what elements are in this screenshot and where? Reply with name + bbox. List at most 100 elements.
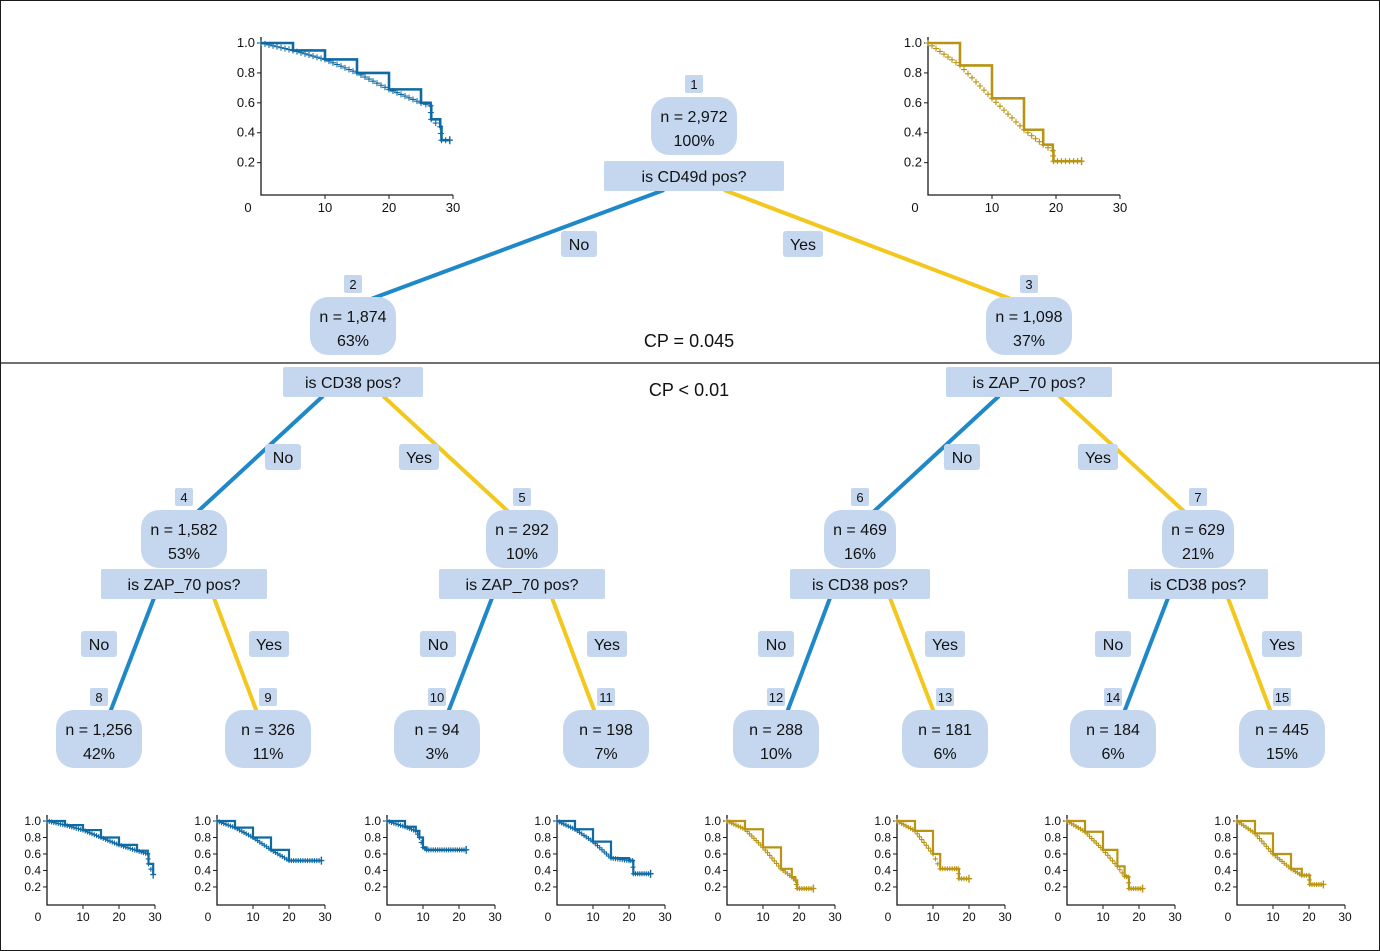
no-label-box-4-8 — [81, 631, 117, 657]
km-ytick-label: 1.0 — [874, 814, 891, 828]
km-censor-mark — [756, 840, 761, 846]
km-censor-mark — [630, 864, 636, 870]
km-censor-mark — [961, 66, 967, 73]
node-11: 11 n = 198 7% — [563, 688, 649, 768]
km-survival-curve — [928, 41, 1082, 163]
node-percent-label: 10% — [506, 546, 538, 563]
node-id-label: 6 — [856, 490, 863, 505]
km-censor-mark — [565, 823, 571, 829]
km-plot-node-10: 1.0 0.8 0.6 0.4 0.2 0 10 20 30 — [364, 814, 502, 924]
node-count-label: n = 445 — [1255, 722, 1309, 739]
km-censor-mark — [945, 54, 951, 61]
node-4: 4 n = 1,582 53% is ZAP_70 pos? — [101, 488, 267, 599]
km-censor-mark — [769, 855, 775, 861]
km-censor-mark — [912, 828, 918, 834]
km-censor-mark — [290, 47, 296, 54]
km-censor-marks — [1234, 818, 1327, 889]
node-count-label: n = 1,098 — [995, 309, 1062, 326]
km-xtick-label: 10 — [416, 910, 430, 924]
km-censor-mark — [318, 55, 324, 62]
km-xtick-label: 0 — [885, 910, 892, 924]
km-censor-mark — [132, 847, 138, 853]
km-censor-mark — [1036, 138, 1043, 145]
km-censor-mark — [150, 870, 157, 879]
km-censor-mark — [378, 82, 384, 89]
km-censor-mark — [1050, 152, 1057, 159]
km-censor-marks — [724, 818, 817, 893]
branch-labels: No Yes No Yes No Yes No Yes No Yes No Yes No Yes — [81, 231, 1302, 657]
km-censor-mark — [146, 861, 152, 867]
km-censor-mark — [398, 91, 404, 98]
km-censor-mark — [729, 820, 734, 826]
km-censor-mark — [914, 831, 920, 837]
km-censor-mark — [1032, 135, 1039, 142]
km-censor-mark — [1017, 122, 1023, 129]
km-censor-mark — [1096, 842, 1101, 848]
km-censor-marks — [44, 818, 157, 879]
node-count-label: n = 1,874 — [319, 309, 386, 326]
km-ytick-label: 0.4 — [194, 863, 211, 877]
km-censor-mark — [1306, 872, 1312, 878]
node-percent-label: 100% — [674, 133, 715, 150]
km-censor-mark — [933, 45, 939, 52]
km-censor-mark — [1126, 880, 1132, 886]
km-xtick-label: 30 — [658, 910, 672, 924]
node-count-box — [310, 297, 396, 355]
km-censor-mark — [118, 843, 124, 849]
km-censor-mark — [1114, 863, 1120, 869]
node-id-box — [428, 688, 446, 706]
no-label-2-4: No — [273, 450, 294, 467]
km-plot-node-9: 1.0 0.8 0.6 0.4 0.2 0 10 20 30 — [194, 814, 332, 924]
yes-label-2-5: Yes — [406, 450, 432, 467]
node-count-box — [141, 510, 227, 568]
km-censor-mark — [1252, 830, 1258, 836]
km-ytick-label: 1.0 — [1214, 814, 1231, 828]
branch-line-7-14 — [1121, 597, 1170, 716]
km-ytick-label: 0.2 — [1214, 880, 1231, 894]
km-censor-mark — [322, 56, 328, 63]
km-xtick-label: 20 — [1132, 910, 1146, 924]
node-14: 14 n = 184 6% — [1070, 688, 1156, 768]
node-id-label: 15 — [1275, 690, 1289, 705]
no-label-3-6: No — [952, 450, 973, 467]
branch-line-1-3 — [723, 188, 1020, 304]
km-ytick-label: 0.8 — [534, 830, 551, 844]
km-censor-mark — [282, 45, 288, 52]
km-censor-mark — [957, 62, 963, 69]
km-ytick-label: 0.6 — [904, 95, 922, 110]
km-plot-node-2: 1.0 0.8 0.6 0.4 0.2 0 10 20 30 — [237, 35, 460, 215]
km-censor-mark — [350, 68, 356, 75]
km-ytick-label: 0.6 — [24, 847, 41, 861]
km-ytick-label: 0.4 — [237, 125, 255, 140]
km-censor-mark — [395, 822, 401, 828]
node-count-box — [651, 97, 737, 155]
km-ytick-label: 0.6 — [1214, 847, 1231, 861]
km-censor-mark — [568, 824, 573, 830]
node-question-label: is CD38 pos? — [1150, 577, 1246, 594]
km-ytick-label: 1.0 — [364, 814, 381, 828]
km-censor-marks — [214, 818, 325, 865]
km-censor-mark — [937, 48, 943, 55]
km-xtick-label: 30 — [148, 910, 162, 924]
no-label-box-7-14 — [1095, 631, 1131, 657]
km-censor-mark — [78, 826, 84, 832]
km-censor-mark — [416, 834, 422, 840]
km-censor-mark — [221, 820, 227, 826]
node-count-box — [1162, 510, 1234, 568]
km-censor-mark — [956, 871, 962, 877]
km-censor-mark — [418, 839, 424, 845]
km-censor-mark — [362, 74, 368, 81]
node-id-box — [685, 75, 703, 93]
km-xtick-label: 10 — [1266, 910, 1280, 924]
km-censor-mark — [928, 848, 934, 854]
km-censor-mark — [1102, 850, 1108, 856]
km-censor-mark — [286, 46, 292, 53]
no-label-box-5-10 — [420, 631, 456, 657]
branch-line-6-12 — [784, 597, 832, 716]
km-censor-marks — [258, 40, 453, 145]
km-censor-mark — [432, 120, 439, 127]
node-3: 3 n = 1,098 37% is ZAP_70 pos? — [946, 275, 1112, 397]
km-censor-mark — [554, 818, 560, 824]
